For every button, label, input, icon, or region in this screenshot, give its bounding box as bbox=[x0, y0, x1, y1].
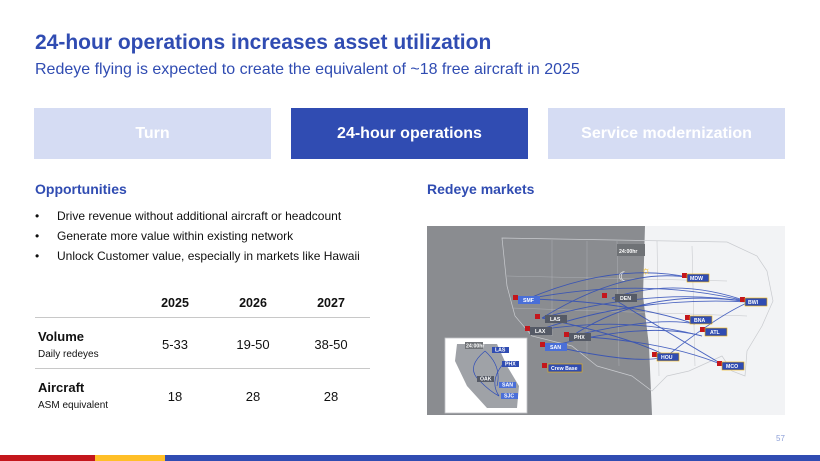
table-cell: 5-33 bbox=[161, 337, 189, 352]
svg-text:MCO: MCO bbox=[726, 364, 738, 370]
svg-text:LAS: LAS bbox=[550, 317, 561, 323]
list-item: • Generate more value within existing net… bbox=[35, 229, 294, 243]
svg-text:PHX: PHX bbox=[505, 362, 516, 368]
table-cell: 38-50 bbox=[314, 337, 348, 352]
column-header-2026: 2026 bbox=[239, 296, 267, 310]
redeye-markets-heading: Redeye markets bbox=[427, 181, 535, 197]
tab-24-hour-operations[interactable]: 24-hour operations bbox=[291, 108, 528, 159]
airport-marker-bwi: BWI bbox=[740, 297, 768, 307]
column-header-2027: 2027 bbox=[317, 296, 345, 310]
svg-text:SMF: SMF bbox=[523, 298, 534, 304]
row-sublabel-aircraft: ASM equivalent bbox=[38, 400, 109, 411]
airport-marker-smf: SMF bbox=[513, 295, 540, 304]
page-number: 57 bbox=[776, 434, 785, 443]
table-cell: 18 bbox=[167, 389, 183, 404]
table-cell: 28 bbox=[323, 389, 339, 404]
svg-text:HOU: HOU bbox=[661, 355, 673, 361]
svg-text:BNA: BNA bbox=[694, 318, 705, 324]
airport-marker-bna: BNA bbox=[685, 315, 713, 325]
table-cell: 19-50 bbox=[236, 337, 270, 352]
clock-readout: 24:00hr bbox=[619, 249, 637, 255]
airport-marker-mdw: MDW bbox=[682, 273, 710, 283]
brand-stripe-yellow bbox=[95, 455, 165, 461]
row-label-aircraft: Aircraft bbox=[38, 380, 85, 395]
page-title: 24-hour operations increases asset utili… bbox=[35, 31, 492, 54]
svg-text:SAN: SAN bbox=[550, 345, 561, 351]
moon-icon: ☾ bbox=[618, 269, 630, 284]
airport-marker-las: LAS bbox=[535, 314, 567, 323]
clock-panel bbox=[617, 244, 645, 256]
brand-stripe bbox=[0, 455, 820, 461]
list-item: • Unlock Customer value, especially in ma… bbox=[35, 249, 360, 263]
tab-turn[interactable]: Turn bbox=[34, 108, 271, 159]
map-graphic: 24:00hr ☾ ☼ MDW BWI BNA ATL bbox=[427, 226, 785, 415]
airport-marker-san: SAN bbox=[540, 342, 567, 351]
us-outline bbox=[501, 237, 774, 392]
svg-text:LAX: LAX bbox=[535, 329, 546, 335]
tab-service-modernization[interactable]: Service modernization bbox=[548, 108, 785, 159]
row-sublabel-volume: Daily redeyes bbox=[38, 349, 99, 360]
opportunities-heading: Opportunities bbox=[35, 181, 127, 197]
svg-text:BWI: BWI bbox=[748, 300, 759, 306]
airport-marker-lax: LAX bbox=[525, 326, 552, 335]
page-subtitle: Redeye flying is expected to create the … bbox=[35, 61, 580, 78]
svg-text:OAK: OAK bbox=[480, 377, 492, 383]
row-label-volume: Volume bbox=[38, 329, 84, 344]
table-divider bbox=[35, 368, 370, 369]
list-item: • Drive revenue without additional aircra… bbox=[35, 209, 342, 223]
table-cell: 28 bbox=[245, 389, 261, 404]
route-lines bbox=[526, 272, 750, 367]
airport-marker-den: DEN bbox=[602, 293, 637, 302]
svg-text:PHX: PHX bbox=[574, 335, 585, 341]
airport-markers: MDW BWI BNA ATL HOU bbox=[513, 273, 768, 371]
svg-text:SAN: SAN bbox=[502, 383, 513, 389]
column-header-2025: 2025 bbox=[161, 296, 189, 310]
airport-marker-atl: ATL bbox=[700, 327, 728, 337]
opportunities-list: • Drive revenue without additional aircra… bbox=[35, 208, 360, 268]
inset-map: 24:00hr LAS PHX OAK SAN SJC bbox=[444, 337, 528, 414]
crew-base-legend: Crew Base bbox=[542, 363, 583, 373]
svg-text:ATL: ATL bbox=[710, 330, 721, 336]
daylight-region bbox=[643, 226, 785, 415]
airport-marker-hou: HOU bbox=[652, 352, 680, 362]
sun-icon: ☼ bbox=[641, 265, 651, 277]
svg-text:MDW: MDW bbox=[690, 276, 703, 282]
svg-text:24:00hr: 24:00hr bbox=[466, 344, 484, 350]
svg-text:SJC: SJC bbox=[504, 394, 514, 400]
table-divider bbox=[35, 317, 370, 318]
svg-text:Crew Base: Crew Base bbox=[551, 366, 578, 372]
airport-marker-mco: MCO bbox=[717, 361, 745, 371]
airport-marker-phx: PHX bbox=[564, 332, 591, 341]
brand-stripe-red bbox=[0, 455, 95, 461]
svg-text:LAS: LAS bbox=[495, 348, 506, 354]
inset-airport-markers: LAS PHX OAK SAN SJC bbox=[477, 347, 519, 400]
svg-text:DEN: DEN bbox=[620, 296, 631, 302]
redeye-route-map: 24:00hr ☾ ☼ MDW BWI BNA ATL bbox=[427, 226, 785, 415]
